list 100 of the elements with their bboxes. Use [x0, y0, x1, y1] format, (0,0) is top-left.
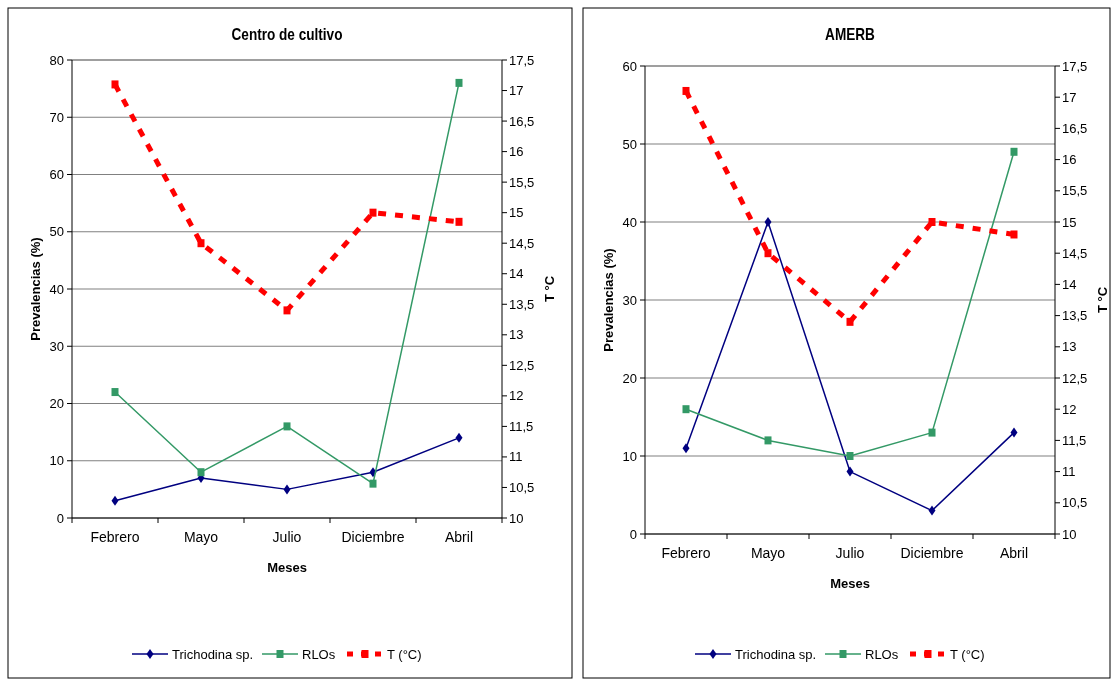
- point: [111, 388, 119, 397]
- y-tick-label: 50: [622, 136, 637, 152]
- y2-tick-label: 13: [509, 327, 524, 343]
- y-tick-label: 20: [622, 370, 637, 386]
- chart-title: AMERB: [825, 25, 876, 44]
- point: [111, 80, 119, 89]
- y-tick-label: 30: [622, 292, 637, 308]
- y2-tick-label: 14,5: [509, 235, 535, 251]
- point: [283, 306, 291, 315]
- x-tick-label: Diciembre: [900, 545, 964, 561]
- x-tick-label: Diciembre: [341, 529, 405, 545]
- legend-label: T (°C): [950, 646, 985, 662]
- legend-label: Trichodina sp.: [172, 646, 254, 662]
- y2-tick-label: 14: [509, 266, 524, 282]
- y-tick-label: 0: [629, 526, 637, 542]
- y-tick-label: 20: [49, 396, 64, 411]
- x-axis-title: Meses: [830, 576, 870, 591]
- point: [764, 436, 772, 445]
- y2-tick-label: 13,5: [1062, 308, 1088, 324]
- y2-tick-label: 15,5: [1062, 183, 1088, 199]
- point: [283, 422, 291, 431]
- point: [369, 479, 377, 488]
- y2-tick-label: 13,5: [509, 296, 535, 312]
- x-tick-label: Febrero: [661, 545, 711, 561]
- x-tick-label: Mayo: [750, 545, 786, 561]
- y-axis-title: Prevalencias (%): [601, 248, 616, 352]
- y2-tick-label: 15: [1062, 214, 1077, 230]
- y2-tick-label: 10,5: [509, 479, 535, 495]
- y-tick-label: 80: [49, 52, 64, 68]
- x-axis-title: Meses: [267, 560, 307, 575]
- y2-tick-label: 13: [1062, 339, 1077, 355]
- x-tick-label: Febrero: [90, 529, 140, 545]
- point: [455, 432, 463, 443]
- y-tick-label: 70: [49, 109, 64, 125]
- y2-tick-label: 12: [509, 388, 524, 404]
- y2-tick-label: 16: [1062, 152, 1077, 168]
- y2-tick-label: 11,5: [1062, 432, 1087, 448]
- y-tick-label: 0: [56, 510, 64, 526]
- point: [846, 452, 854, 460]
- y-axis-title: Prevalencias (%): [28, 237, 43, 341]
- point: [111, 495, 119, 506]
- point: [283, 484, 291, 495]
- point: [369, 208, 377, 217]
- point: [682, 86, 690, 95]
- y-tick-label: 30: [49, 338, 64, 354]
- point: [846, 317, 854, 326]
- point: [928, 218, 936, 226]
- y2-tick-label: 14: [1062, 276, 1077, 292]
- point: [928, 428, 936, 437]
- y2-tick-label: 17,5: [1062, 58, 1088, 74]
- y2-tick-label: 12,5: [509, 357, 535, 373]
- y2-axis-title: T °C: [1095, 286, 1110, 314]
- y2-tick-label: 17: [509, 83, 524, 99]
- y2-tick-label: 16,5: [509, 113, 535, 129]
- y2-tick-label: 12,5: [1062, 370, 1088, 386]
- y2-axis-title: T °C: [542, 275, 557, 303]
- y2-tick-label: 15: [509, 205, 524, 221]
- y-tick-label: 50: [49, 224, 64, 240]
- y2-tick-label: 15,5: [509, 174, 535, 190]
- y2-tick-label: 10,5: [1062, 495, 1088, 511]
- y2-tick-label: 10: [1062, 526, 1077, 542]
- point: [1010, 427, 1018, 438]
- y-tick-label: 40: [49, 281, 64, 297]
- point: [928, 505, 936, 516]
- x-tick-label: Julio: [272, 529, 302, 545]
- y2-tick-label: 14,5: [1062, 245, 1088, 261]
- y2-tick-label: 12: [1062, 401, 1077, 417]
- y2-tick-label: 11: [509, 449, 523, 465]
- y2-tick-label: 16: [509, 144, 524, 160]
- point: [846, 466, 854, 477]
- point: [1010, 230, 1018, 239]
- chart-title: Centro de cultivo: [231, 25, 343, 44]
- legend-label: RLOs: [302, 646, 336, 662]
- point: [682, 443, 690, 454]
- point: [455, 78, 463, 87]
- point: [197, 468, 205, 477]
- y2-tick-label: 17,5: [509, 52, 535, 68]
- x-tick-label: Mayo: [183, 529, 219, 545]
- y2-tick-label: 16,5: [1062, 120, 1088, 136]
- y-tick-label: 60: [49, 167, 64, 182]
- point: [197, 239, 205, 248]
- point: [1010, 147, 1018, 156]
- y2-tick-label: 11: [1062, 464, 1076, 480]
- y-tick-label: 60: [622, 58, 637, 74]
- point: [764, 217, 772, 227]
- x-tick-label: Abril: [444, 529, 474, 545]
- x-tick-label: Julio: [835, 545, 865, 561]
- y2-tick-label: 10: [509, 510, 524, 526]
- y2-tick-label: 17: [1062, 89, 1077, 105]
- legend-label: Trichodina sp.: [735, 646, 817, 662]
- legend-label: T (°C): [387, 646, 422, 662]
- point: [764, 249, 772, 258]
- y-tick-label: 40: [622, 214, 637, 230]
- point: [682, 405, 690, 414]
- y-tick-label: 10: [622, 448, 637, 464]
- y2-tick-label: 11,5: [509, 418, 534, 434]
- point: [455, 217, 463, 226]
- y-tick-label: 10: [49, 453, 64, 469]
- x-tick-label: Abril: [999, 545, 1029, 561]
- legend-label: RLOs: [865, 646, 899, 662]
